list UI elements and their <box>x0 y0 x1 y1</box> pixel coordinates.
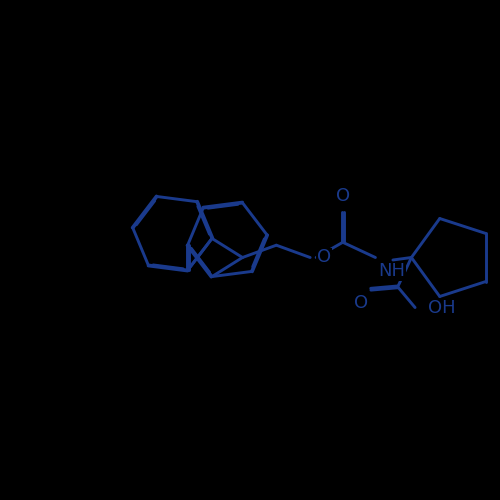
Text: OH: OH <box>428 298 455 316</box>
Text: O: O <box>336 187 350 205</box>
Text: NH: NH <box>378 262 405 280</box>
Text: O: O <box>316 248 331 266</box>
Text: O: O <box>354 294 368 312</box>
